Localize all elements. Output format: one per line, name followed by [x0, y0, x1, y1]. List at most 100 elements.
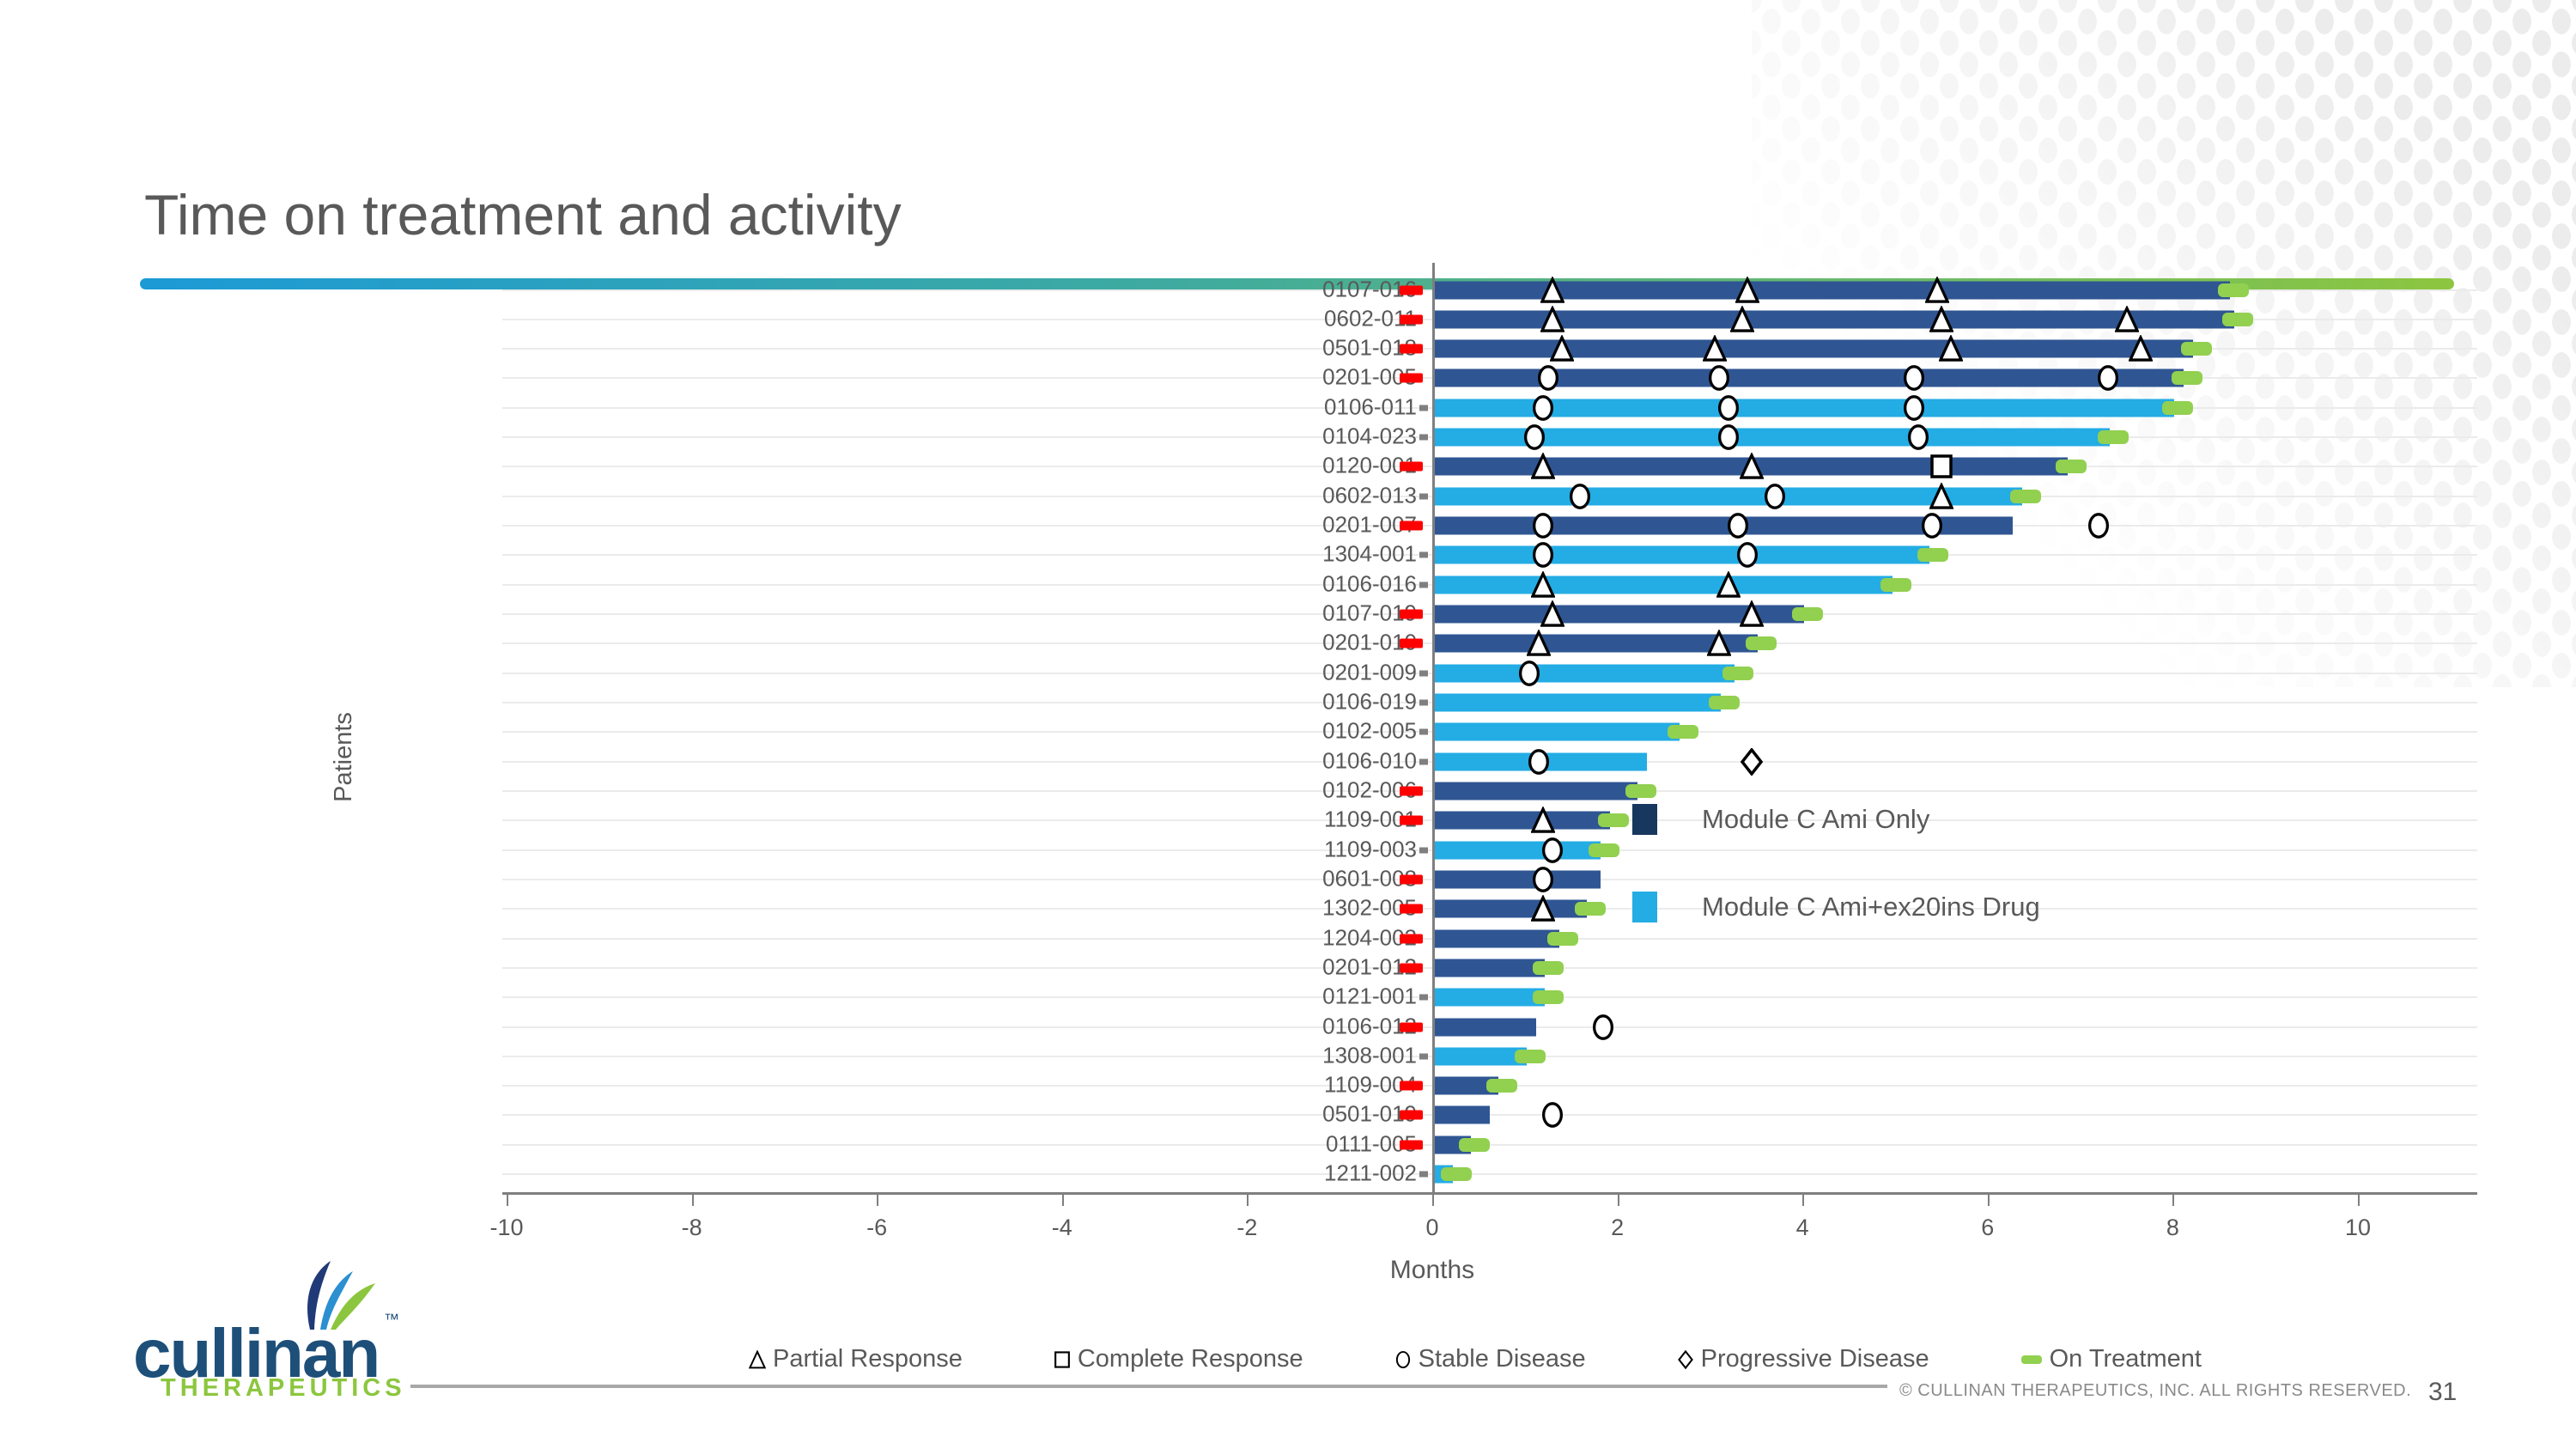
patient-row: 0602-011 [502, 304, 2477, 334]
on-treatment-cap [2056, 460, 2087, 474]
patient-row: 0602-013 [502, 481, 2477, 511]
treatment-duration-bar [1434, 310, 2235, 329]
ami-ex20ins-swatch [1632, 892, 1657, 922]
treatment-start-gray-tick [1419, 434, 1428, 441]
treatment-duration-bar [1434, 1018, 1536, 1036]
x-axis-tick [1061, 1195, 1064, 1206]
patient-row: 0201-007 [502, 511, 2477, 541]
treatment-duration-bar [1434, 368, 2184, 387]
patient-id-label: 0201-010 [1322, 629, 1417, 655]
x-axis-tick-label: -10 [489, 1215, 524, 1240]
patient-row: 0106-012 [502, 1012, 2477, 1042]
treatment-start-red-marker [1400, 934, 1423, 944]
patient-id-label: 0107-016 [1322, 275, 1417, 301]
patient-row: 1302-005 [502, 894, 2477, 924]
patient-id-label: 1308-001 [1322, 1042, 1417, 1068]
patient-row: 0106-011 [502, 393, 2477, 423]
x-axis-tick-label: 2 [1611, 1215, 1625, 1240]
x-axis-tick [507, 1195, 508, 1206]
treatment-duration-bar [1434, 899, 1587, 918]
stable-disease-marker [1716, 423, 1741, 451]
legend-item-on-treatment: On Treatment [2020, 1345, 2202, 1373]
treatment-duration-bar [1434, 782, 1638, 801]
patient-id-label: 0120-001 [1322, 452, 1417, 478]
on-treatment-cap [1589, 843, 1620, 857]
x-axis-tick [2358, 1195, 2360, 1206]
treatment-start-gray-tick [1419, 1053, 1428, 1060]
patient-id-label: 0501-019 [1322, 1100, 1417, 1127]
marker-legend: Partial Response Complete Response Stable … [748, 1345, 2202, 1373]
x-axis-tick-label: 0 [1425, 1215, 1439, 1240]
treatment-start-gray-tick [1419, 994, 1428, 1001]
treatment-start-gray-tick [1419, 551, 1428, 558]
treatment-start-red-marker [1400, 344, 1423, 354]
legend-item-label: Progressive Disease [1700, 1345, 1929, 1373]
stable-disease-marker [1735, 541, 1759, 569]
swimmer-rows: 0107-016 0602-011 0501-018 0201-005 0106-011… [502, 275, 2477, 1189]
x-axis-tick-label: 4 [1795, 1215, 1809, 1240]
treatment-start-gray-tick [1419, 493, 1428, 500]
x-axis-tick [1802, 1195, 1805, 1206]
patient-row: 1109-003 [502, 835, 2477, 865]
treatment-start-red-marker [1400, 1022, 1423, 1032]
patient-id-label: 0106-016 [1322, 569, 1417, 596]
patient-row: 0106-010 [502, 746, 2477, 776]
square-legend-icon [1054, 1350, 1071, 1369]
legend-item-label: Complete Response [1077, 1345, 1303, 1373]
stable-disease-marker [1902, 364, 1926, 392]
series-legend-label: Module C Ami Only [1702, 804, 1930, 834]
x-axis-tick [691, 1195, 694, 1206]
on-treatment-cap [1546, 931, 1578, 946]
patient-id-label: 0102-006 [1322, 776, 1417, 803]
on-treatment-cap [1514, 1049, 1546, 1063]
legend-item-label: On Treatment [2049, 1345, 2202, 1373]
legend-item-label: Partial Response [773, 1345, 963, 1373]
patient-id-label: 0106-010 [1322, 746, 1417, 773]
treatment-duration-bar [1434, 693, 1722, 712]
patient-row: 0104-023 [502, 423, 2477, 453]
partial-response-marker [1530, 894, 1557, 922]
treatment-duration-bar [1434, 575, 1893, 594]
legend-item-stable-disease: Stable Disease [1394, 1345, 1586, 1373]
treatment-duration-bar [1434, 1047, 1527, 1066]
treatment-start-gray-tick [1419, 728, 1428, 735]
stable-disease-marker [1707, 364, 1731, 392]
series-legend-ami-ex20ins: Module C Ami+ex20ins Drug [1632, 892, 2040, 922]
legend-item-partial-response: Partial Response [748, 1345, 963, 1373]
treatment-duration-bar [1434, 1105, 1490, 1124]
partial-response-marker [1923, 275, 1950, 304]
patient-row: 0601-008 [502, 864, 2477, 894]
x-axis-tick [877, 1195, 879, 1206]
partial-response-marker [1716, 569, 1741, 599]
treatment-duration-bar [1434, 841, 1601, 860]
patient-id-label: 0201-012 [1322, 953, 1417, 980]
patient-row: 0102-006 [502, 776, 2477, 806]
diamond-legend-icon [1677, 1349, 1694, 1369]
stable-disease-marker [1902, 394, 1926, 422]
treatment-start-red-marker [1400, 521, 1423, 531]
patient-row: 0111-005 [502, 1129, 2477, 1160]
x-axis-tick [2172, 1195, 2175, 1206]
x-axis-tick-label: 8 [2166, 1215, 2179, 1240]
partial-response-marker [1937, 334, 1964, 362]
x-axis-title: Months [1389, 1256, 1475, 1284]
patient-row: 1204-002 [502, 923, 2477, 953]
patient-row: 0120-001 [502, 452, 2477, 482]
patient-row: 0501-018 [502, 334, 2477, 364]
partial-response-marker [1540, 304, 1565, 333]
stable-disease-marker [1906, 423, 1930, 451]
on-treatment-cap [1574, 902, 1606, 916]
patient-id-label: 0106-012 [1322, 1012, 1417, 1038]
partial-response-marker [1702, 334, 1728, 362]
x-axis-tick-label: -6 [866, 1215, 888, 1240]
patient-row: 0201-009 [502, 658, 2477, 688]
treatment-start-red-marker [1400, 963, 1423, 973]
x-axis-tick [1432, 1195, 1434, 1206]
stable-disease-marker [1763, 483, 1787, 510]
series-legend-ami-only: Module C Ami Only [1632, 804, 1929, 835]
treatment-start-red-marker [1400, 314, 1423, 325]
stable-disease-marker [1536, 364, 1560, 392]
patient-id-label: 0106-019 [1322, 688, 1417, 715]
y-axis-line [1432, 263, 1435, 1192]
footer-divider [410, 1385, 1887, 1388]
